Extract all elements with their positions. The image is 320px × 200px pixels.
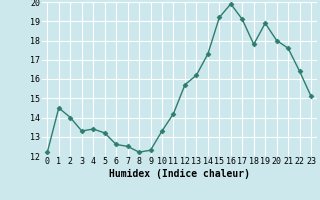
X-axis label: Humidex (Indice chaleur): Humidex (Indice chaleur): [109, 169, 250, 179]
